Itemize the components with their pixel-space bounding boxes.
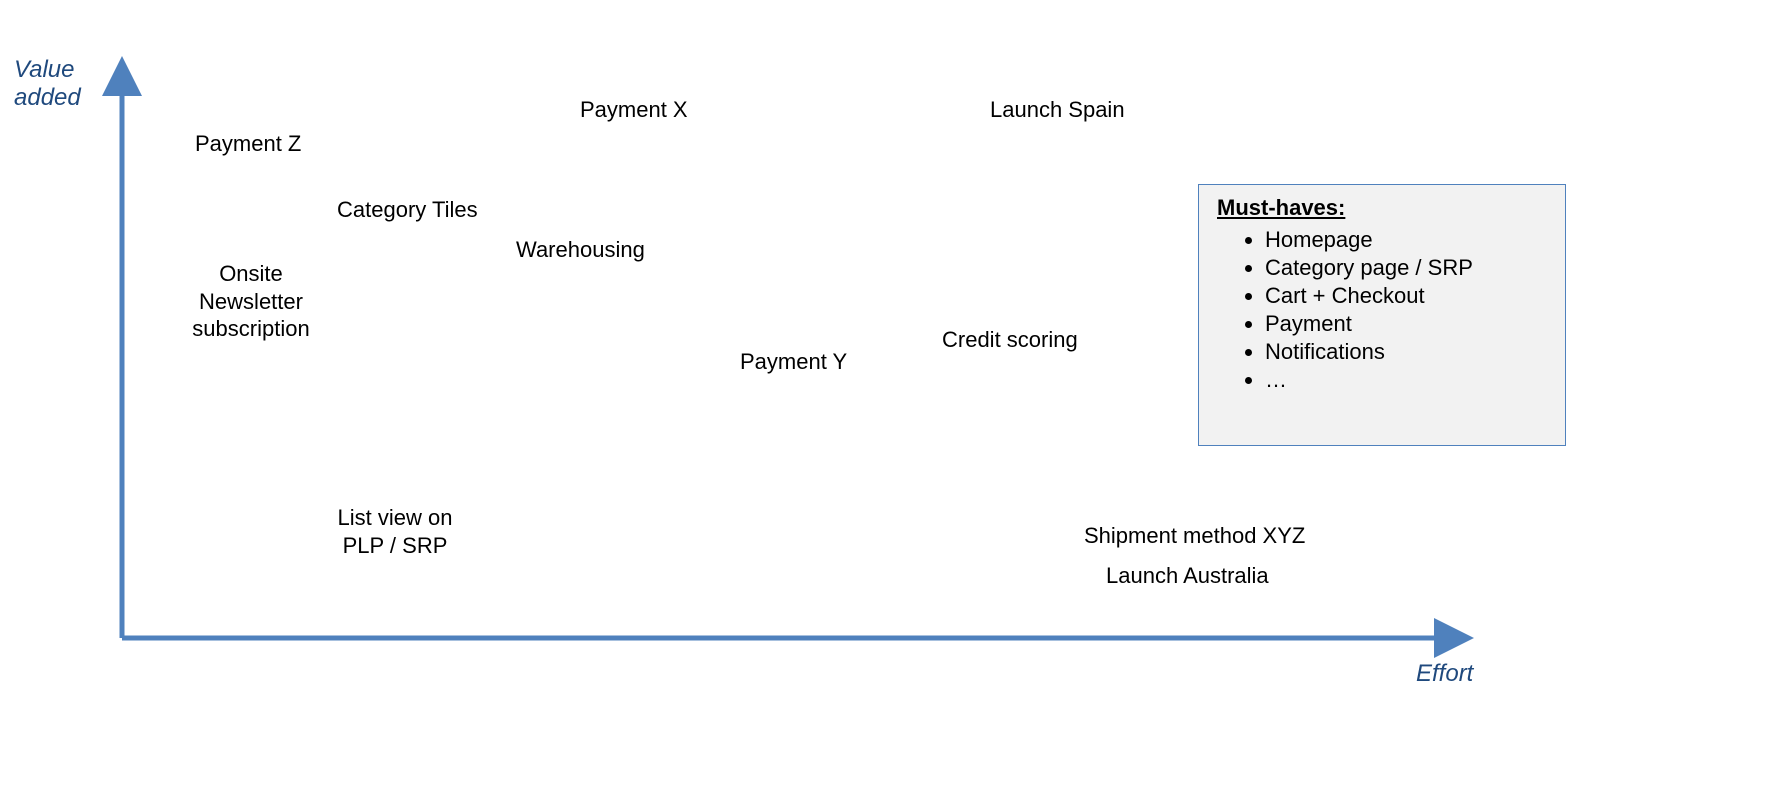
must-haves-item: Payment <box>1265 311 1547 337</box>
must-haves-item: Notifications <box>1265 339 1547 365</box>
diagram-stage: Value added Effort Payment Z Payment X Lau… <box>0 0 1782 800</box>
y-axis-label: Value added <box>14 56 81 111</box>
point-payment-z: Payment Z <box>195 130 301 158</box>
point-shipment-method-xyz: Shipment method XYZ <box>1084 522 1305 550</box>
point-credit-scoring: Credit scoring <box>942 326 1078 354</box>
must-haves-item: Category page / SRP <box>1265 255 1547 281</box>
must-haves-title: Must-haves: <box>1217 195 1547 221</box>
point-warehousing: Warehousing <box>516 236 645 264</box>
must-haves-list: HomepageCategory page / SRPCart + Checko… <box>1217 227 1547 393</box>
point-launch-spain: Launch Spain <box>990 96 1125 124</box>
point-onsite-newsletter: Onsite Newsletter subscription <box>192 260 309 343</box>
point-launch-australia: Launch Australia <box>1106 562 1269 590</box>
point-payment-y: Payment Y <box>740 348 847 376</box>
x-axis-label: Effort <box>1416 660 1473 688</box>
must-haves-item: Cart + Checkout <box>1265 283 1547 309</box>
must-haves-item: Homepage <box>1265 227 1547 253</box>
must-haves-item: … <box>1265 367 1547 393</box>
point-list-view-plp-srp: List view on PLP / SRP <box>338 504 453 559</box>
point-payment-x: Payment X <box>580 96 688 124</box>
point-category-tiles: Category Tiles <box>337 196 478 224</box>
must-haves-box: Must-haves: HomepageCategory page / SRPC… <box>1198 184 1566 446</box>
